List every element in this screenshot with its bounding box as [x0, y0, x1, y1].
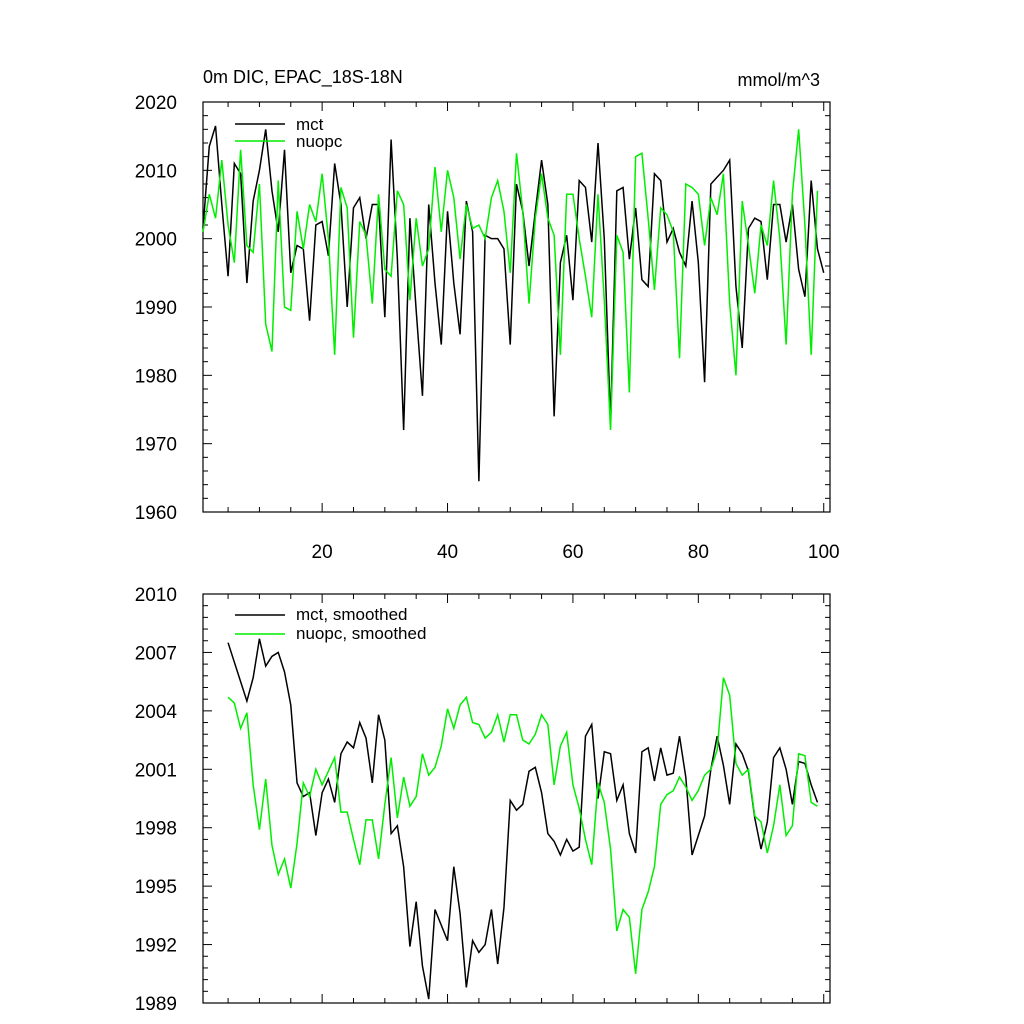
legend-mct-smoothed-label: mct, smoothed	[296, 605, 408, 624]
top-ytick-label: 1990	[135, 298, 177, 319]
legend-mct-label: mct	[296, 115, 324, 134]
legend-nuopc-label: nuopc	[296, 132, 343, 151]
bottom-plot-frame	[202, 593, 831, 1004]
top-series-lines	[202, 125, 825, 482]
series-line-nuopc-smoothed	[227, 677, 818, 974]
top-ytick-label: 1980	[135, 366, 177, 387]
bottom-ytick-label: 2010	[135, 585, 177, 606]
bottom-legend: mct, smoothed nuopc, smoothed	[235, 605, 426, 643]
top-panel-title: 0m DIC, EPAC_18S-18N	[203, 67, 403, 88]
series-line-mct-smoothed	[227, 638, 819, 1000]
series-line-mct	[202, 125, 825, 482]
top-xtick-label: 40	[437, 542, 458, 563]
bottom-ytick-label: 1989	[135, 994, 177, 1015]
bottom-ytick-label: 1995	[135, 877, 177, 898]
bottom-ytick-label: 2001	[135, 760, 177, 781]
top-xtick-label: 80	[688, 542, 709, 563]
legend-nuopc-smoothed-label: nuopc, smoothed	[296, 624, 426, 643]
top-xtick-label: 100	[808, 542, 840, 563]
top-ytick-label: 1970	[135, 435, 177, 456]
series-line-nuopc	[202, 129, 819, 431]
bottom-ytick-label: 1992	[135, 936, 177, 957]
bottom-series-lines	[227, 638, 819, 1000]
bottom-ytick-label: 1998	[135, 819, 177, 840]
top-ytick-label: 2000	[135, 230, 177, 251]
top-legend: mct nuopc	[235, 115, 343, 151]
top-panel: 0m DIC, EPAC_18S-18N mmol/m^3 1960 1970 19…	[135, 67, 840, 563]
top-xtick-label: 20	[312, 542, 333, 563]
top-ytick-label: 2010	[135, 161, 177, 182]
bottom-ytick-label: 2007	[135, 643, 177, 664]
top-ytick-label: 2020	[135, 93, 177, 114]
bottom-panel: 1989 1992 1995 1998 2001 2004 2007 2010 mct, sm…	[135, 585, 831, 1015]
top-ytick-label: 1960	[135, 503, 177, 524]
top-panel-units: mmol/m^3	[738, 70, 820, 90]
bottom-ytick-label: 2004	[135, 702, 178, 723]
top-xtick-label: 60	[562, 542, 583, 563]
bottom-axis-ticks: 1989 1992 1995 1998 2001 2004 2007 2010	[135, 585, 830, 1015]
